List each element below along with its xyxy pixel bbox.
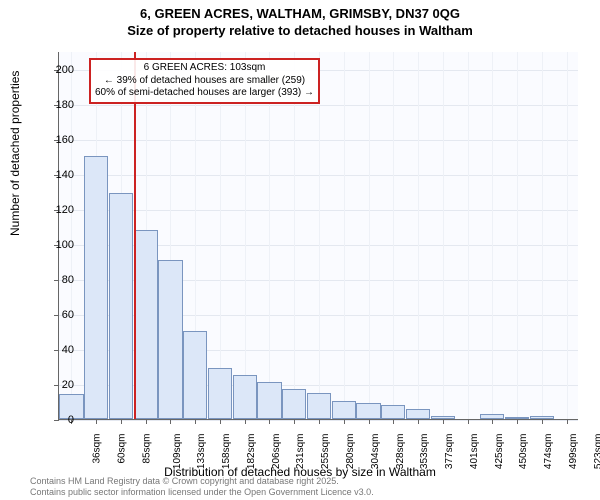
histogram-bar [233, 375, 257, 419]
title-line1: 6, GREEN ACRES, WALTHAM, GRIMSBY, DN37 0… [0, 6, 600, 23]
ytick-label: 200 [44, 64, 74, 76]
xtick-mark [542, 419, 543, 424]
xtick-mark [319, 419, 320, 424]
ytick-label: 40 [44, 344, 74, 356]
title-line2: Size of property relative to detached ho… [0, 23, 600, 40]
histogram-bar [307, 393, 331, 419]
gridline-v [418, 52, 419, 419]
xtick-label: 377sqm [444, 434, 455, 470]
marker-line [134, 52, 136, 419]
xtick-mark [245, 419, 246, 424]
histogram-bar [282, 389, 306, 419]
xtick-mark [294, 419, 295, 424]
xtick-mark [418, 419, 419, 424]
xtick-label: 474sqm [543, 434, 554, 470]
xtick-label: 36sqm [92, 434, 103, 464]
gridline-v [567, 52, 568, 419]
gridline-v [294, 52, 295, 419]
gridline-v [220, 52, 221, 419]
ytick-label: 180 [44, 99, 74, 111]
annotation-line: 6 GREEN ACRES: 103sqm [95, 62, 314, 75]
xtick-label: 182sqm [246, 434, 257, 470]
xtick-label: 499sqm [568, 434, 579, 470]
histogram-bar [208, 368, 232, 419]
gridline-v [369, 52, 370, 419]
histogram-bar [406, 409, 430, 420]
footer-line1: Contains HM Land Registry data © Crown c… [30, 476, 374, 487]
histogram-bar [381, 405, 405, 419]
histogram-bar [356, 403, 380, 419]
gridline-v [517, 52, 518, 419]
xtick-mark [269, 419, 270, 424]
gridline-v [319, 52, 320, 419]
histogram-bar [109, 193, 133, 419]
footer-line2: Contains public sector information licen… [30, 487, 374, 498]
xtick-label: 255sqm [320, 434, 331, 470]
xtick-label: 231sqm [296, 434, 307, 470]
gridline-v [492, 52, 493, 419]
xtick-label: 328sqm [395, 434, 406, 470]
xtick-mark [96, 419, 97, 424]
xtick-label: 353sqm [419, 434, 430, 470]
chart-title: 6, GREEN ACRES, WALTHAM, GRIMSBY, DN37 0… [0, 0, 600, 40]
ytick-label: 140 [44, 169, 74, 181]
histogram-bar [84, 156, 108, 419]
histogram-bar [183, 331, 207, 419]
y-axis-title: Number of detached properties [8, 71, 22, 236]
xtick-mark [121, 419, 122, 424]
xtick-mark [369, 419, 370, 424]
xtick-label: 425sqm [494, 434, 505, 470]
gridline-v [344, 52, 345, 419]
ytick-label: 120 [44, 204, 74, 216]
ytick-label: 0 [44, 414, 74, 426]
xtick-mark [393, 419, 394, 424]
chart-area: 6 GREEN ACRES: 103sqm← 39% of detached h… [58, 52, 578, 420]
ytick-label: 100 [44, 239, 74, 251]
xtick-label: 133sqm [197, 434, 208, 470]
xtick-label: 60sqm [117, 434, 128, 464]
ytick-label: 160 [44, 134, 74, 146]
xtick-mark [443, 419, 444, 424]
histogram-bar [134, 230, 158, 419]
gridline-v [393, 52, 394, 419]
xtick-mark [492, 419, 493, 424]
gridline-v [542, 52, 543, 419]
ytick-label: 60 [44, 309, 74, 321]
xtick-mark [146, 419, 147, 424]
xtick-label: 304sqm [370, 434, 381, 470]
gridline-v [468, 52, 469, 419]
annotation-line: ← 39% of detached houses are smaller (25… [95, 75, 314, 88]
annotation-box: 6 GREEN ACRES: 103sqm← 39% of detached h… [89, 58, 320, 104]
xtick-label: 523sqm [593, 434, 600, 470]
xtick-label: 401sqm [469, 434, 480, 470]
xtick-label: 109sqm [172, 434, 183, 470]
xtick-label: 206sqm [271, 434, 282, 470]
xtick-label: 85sqm [141, 434, 152, 464]
chart-container: 6, GREEN ACRES, WALTHAM, GRIMSBY, DN37 0… [0, 0, 600, 500]
ytick-label: 20 [44, 379, 74, 391]
histogram-bar [332, 401, 356, 419]
xtick-label: 450sqm [518, 434, 529, 470]
plot-area: 6 GREEN ACRES: 103sqm← 39% of detached h… [58, 52, 578, 420]
xtick-mark [468, 419, 469, 424]
xtick-mark [517, 419, 518, 424]
annotation-line: 60% of semi-detached houses are larger (… [95, 87, 314, 100]
gridline-v [245, 52, 246, 419]
ytick-label: 80 [44, 274, 74, 286]
histogram-bar [257, 382, 281, 419]
xtick-mark [344, 419, 345, 424]
xtick-label: 280sqm [345, 434, 356, 470]
xtick-label: 158sqm [221, 434, 232, 470]
xtick-mark [567, 419, 568, 424]
xtick-mark [170, 419, 171, 424]
xtick-mark [220, 419, 221, 424]
histogram-bar [158, 260, 182, 419]
footer-attribution: Contains HM Land Registry data © Crown c… [30, 476, 374, 498]
gridline-v [443, 52, 444, 419]
gridline-v [269, 52, 270, 419]
xtick-mark [195, 419, 196, 424]
